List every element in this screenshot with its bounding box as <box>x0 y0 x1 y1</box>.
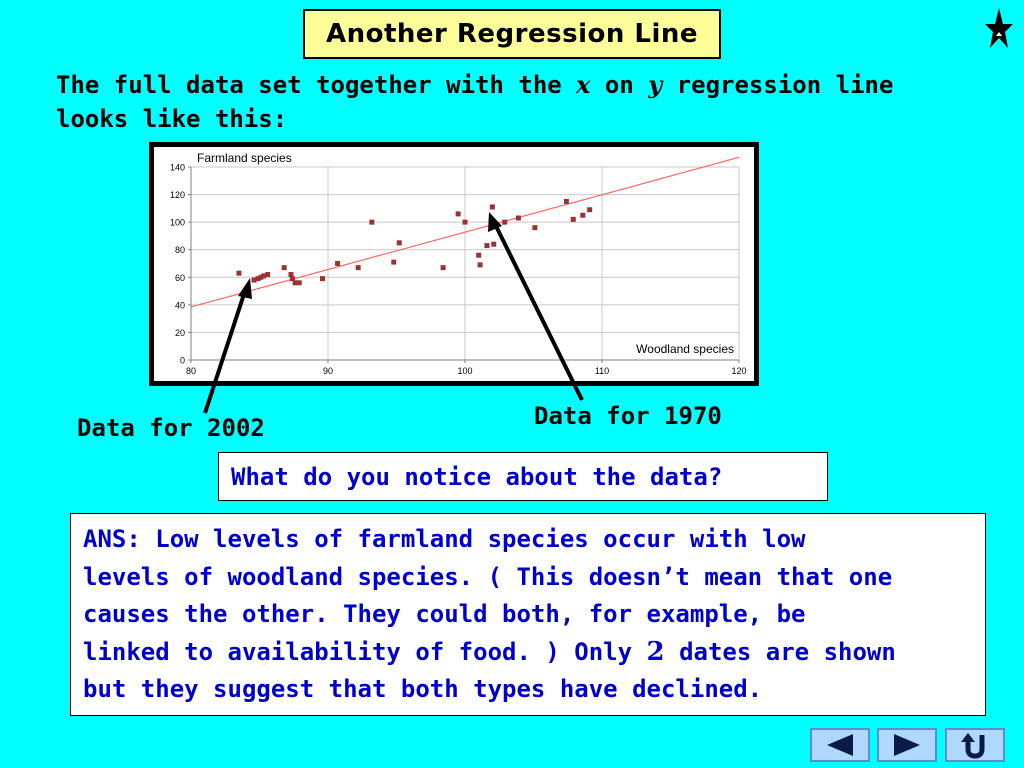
question-text: What do you notice about the data? <box>231 463 723 491</box>
y-tick-label: 20 <box>175 328 185 338</box>
answer-line-1: ANS: Low levels of farmland species occu… <box>83 525 806 553</box>
intro-var-x: x <box>576 70 591 99</box>
next-button[interactable] <box>877 728 937 762</box>
intro-part-3: regression line looks like this: <box>56 71 894 133</box>
prev-button[interactable] <box>810 728 870 762</box>
intro-part-1: The full data set together with the <box>56 71 577 99</box>
x-tick-label: 90 <box>323 366 333 376</box>
y-tick-label: 40 <box>175 300 185 310</box>
y-tick-label: 60 <box>175 273 185 283</box>
y-tick-label: 140 <box>170 163 185 173</box>
star-icon[interactable] <box>984 6 1014 52</box>
data-point <box>477 262 483 268</box>
data-point <box>580 212 586 218</box>
data-point <box>335 261 341 266</box>
data-point <box>462 219 468 225</box>
data-point <box>289 276 295 282</box>
data-point <box>251 277 257 283</box>
data-point <box>296 280 302 286</box>
intro-var-y: y <box>648 70 663 99</box>
scatter-chart: 0 20 40 60 80 100 120 140 80 90 100 110 120 Farmland… <box>154 147 754 381</box>
regression-line <box>190 156 740 308</box>
data-point <box>502 219 508 225</box>
intro-text: The full data set together with the x on… <box>56 68 956 136</box>
x-tick-label: 100 <box>457 366 472 376</box>
data-point <box>515 215 521 221</box>
x-tick-label: 120 <box>731 366 746 376</box>
data-point <box>369 219 375 225</box>
back-button[interactable] <box>945 728 1005 762</box>
data-point <box>255 276 261 282</box>
data-point <box>281 265 287 271</box>
x-tick-label: 80 <box>186 366 196 376</box>
data-point <box>396 240 402 246</box>
data-point <box>236 270 242 276</box>
slide-title: Another Regression Line <box>303 9 721 59</box>
data-point <box>320 276 326 282</box>
data-point <box>261 273 267 279</box>
intro-part-2: on <box>590 71 649 99</box>
data-point <box>292 280 298 286</box>
u-turn-icon <box>961 733 985 759</box>
data-point <box>455 211 461 217</box>
label-data-2002: Data for 2002 <box>77 414 265 442</box>
tick-labels: 0 20 40 60 80 100 120 140 80 90 100 110 120 <box>170 163 747 377</box>
x-tick-label: 110 <box>595 366 609 376</box>
answer-line-5: but they suggest that both types have de… <box>83 675 763 703</box>
y-axis-label: Farmland species <box>197 151 292 165</box>
answer-line-2: levels of woodland species. ( This doesn… <box>83 562 893 591</box>
data-point <box>491 241 497 247</box>
y-tick-label: 80 <box>175 245 185 255</box>
answer-line-3: causes the other. They could both, for e… <box>83 600 806 628</box>
chart-frame: 0 20 40 60 80 100 120 140 80 90 100 110 120 Farmland… <box>149 142 759 386</box>
answer-box: ANS: Low levels of farmland species occu… <box>70 513 986 716</box>
data-point <box>570 216 576 222</box>
y-tick-label: 0 <box>180 356 185 366</box>
left-arrow-icon <box>827 734 853 756</box>
y-tick-label: 120 <box>170 190 185 200</box>
answer-line-4-start: linked to availability of food. ) Only <box>83 637 647 666</box>
data-point <box>476 252 482 258</box>
x-axis-label: Woodland species <box>636 342 734 356</box>
label-data-1970: Data for 1970 <box>534 402 722 430</box>
data-point <box>484 243 490 249</box>
y-tick-label: 100 <box>170 218 185 228</box>
data-point <box>532 225 538 231</box>
right-arrow-icon <box>894 734 920 756</box>
data-point <box>440 265 446 271</box>
answer-line-4: linked to availability of food. ) Only 2… <box>83 634 985 672</box>
data-point <box>258 274 264 280</box>
data-point <box>265 272 271 278</box>
axes <box>188 166 740 363</box>
regression-line-layer <box>190 156 740 308</box>
answer-number: 2 <box>646 636 665 667</box>
data-point <box>391 259 397 265</box>
grid <box>191 166 740 360</box>
data-point <box>563 198 569 204</box>
answer-line-4-end: dates are shown <box>664 637 896 666</box>
slide-title-text: Another Regression Line <box>325 19 699 49</box>
data-point <box>489 204 495 210</box>
data-point <box>587 207 593 213</box>
question-box: What do you notice about the data? <box>218 452 828 501</box>
data-point <box>288 272 294 278</box>
data-point <box>355 265 361 271</box>
